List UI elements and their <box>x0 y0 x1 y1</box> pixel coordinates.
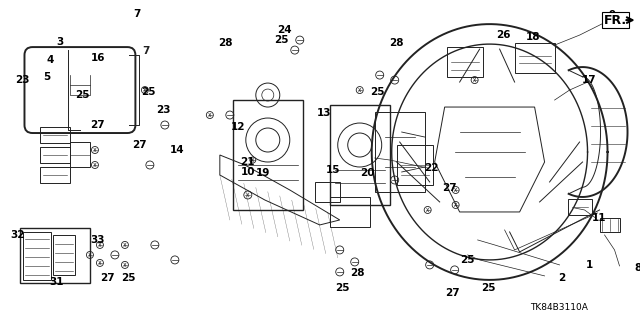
Bar <box>515 43 555 73</box>
Text: 27: 27 <box>91 120 105 130</box>
Text: 27: 27 <box>100 273 115 283</box>
Bar <box>568 199 591 215</box>
Text: 13: 13 <box>317 108 331 118</box>
Text: 25: 25 <box>371 87 385 97</box>
Text: 28: 28 <box>351 268 365 278</box>
Text: 33: 33 <box>91 235 105 245</box>
Bar <box>53 235 75 275</box>
Text: 20: 20 <box>360 168 375 178</box>
Text: 25: 25 <box>460 255 475 265</box>
Text: 24: 24 <box>278 25 292 35</box>
Text: 12: 12 <box>230 122 245 132</box>
Bar <box>397 145 433 185</box>
Text: 27: 27 <box>442 183 457 193</box>
Text: 27: 27 <box>132 140 147 150</box>
Text: 9: 9 <box>609 10 616 20</box>
Text: 17: 17 <box>582 75 597 85</box>
Text: 25: 25 <box>481 283 496 293</box>
Text: 19: 19 <box>255 168 270 178</box>
Text: 10: 10 <box>241 167 255 177</box>
Bar <box>20 228 90 283</box>
Bar <box>23 232 51 280</box>
Bar <box>330 197 370 227</box>
Text: 4: 4 <box>46 55 54 65</box>
Text: 28: 28 <box>219 38 233 48</box>
Text: 3: 3 <box>56 37 63 47</box>
Text: 21: 21 <box>241 157 255 167</box>
Bar <box>600 218 620 232</box>
Bar <box>233 100 303 210</box>
Text: 23: 23 <box>15 75 29 85</box>
Text: 25: 25 <box>121 273 135 283</box>
Text: 25: 25 <box>275 35 289 45</box>
Text: 22: 22 <box>424 163 439 173</box>
Text: 1: 1 <box>586 260 593 270</box>
Text: 26: 26 <box>497 30 511 40</box>
Text: 25: 25 <box>335 283 350 293</box>
Bar <box>40 147 70 163</box>
Text: 31: 31 <box>50 277 64 287</box>
Text: 25: 25 <box>141 87 155 97</box>
Text: 8: 8 <box>634 263 640 273</box>
Bar <box>40 127 70 143</box>
Bar <box>40 167 70 183</box>
Text: 23: 23 <box>156 105 170 115</box>
Text: 14: 14 <box>170 145 184 155</box>
Text: FR.: FR. <box>604 14 627 27</box>
Text: 11: 11 <box>592 213 607 223</box>
Text: 28: 28 <box>390 38 404 48</box>
Text: 7: 7 <box>142 46 150 56</box>
Text: 18: 18 <box>525 32 540 42</box>
Text: 27: 27 <box>445 288 460 298</box>
Text: 16: 16 <box>91 53 105 63</box>
Bar <box>70 142 90 167</box>
Bar <box>315 182 340 202</box>
Bar <box>374 112 425 192</box>
Text: TK84B3110A: TK84B3110A <box>529 303 588 312</box>
Text: 5: 5 <box>44 72 51 82</box>
Text: 2: 2 <box>558 273 565 283</box>
Bar <box>330 105 390 205</box>
Text: 7: 7 <box>133 9 141 19</box>
Text: 32: 32 <box>11 230 25 240</box>
Bar <box>447 47 483 77</box>
Text: 15: 15 <box>326 165 340 175</box>
Text: 25: 25 <box>75 90 89 100</box>
